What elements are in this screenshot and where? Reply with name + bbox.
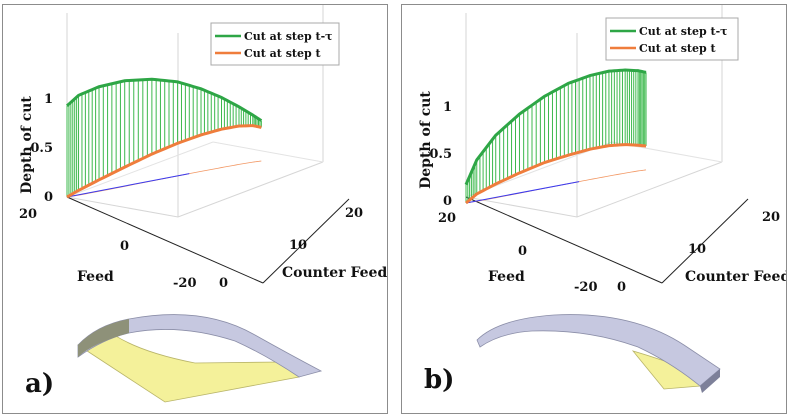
chart-a: 1 0.5 0 Depth of cut 20 0 -20 Feed 0 10 …	[19, 5, 387, 403]
x-tick-labels: 20 0 -20	[19, 207, 197, 291]
series-line-previous-cut	[65, 77, 263, 122]
legend-entry-previous: Cut at step t-τ	[244, 30, 333, 43]
y-tick-label: 10	[289, 238, 307, 253]
x-axis-label: Feed	[77, 269, 114, 285]
panel-a: 1 0.5 0 Depth of cut 20 0 -20 Feed 0 10 …	[2, 4, 388, 414]
y-axis-label: Counter Feed	[282, 265, 387, 281]
z-tick-labels: 1 0.5 0	[30, 92, 53, 205]
panel-b: 1 0.5 0 Depth of cut 20 0 -20 Feed 0 10 …	[401, 4, 787, 414]
y-tick-label: 20	[345, 206, 363, 221]
chip-illustration	[476, 314, 721, 393]
chart-b: 1 0.5 0 Depth of cut 20 0 -20 Feed 0 10 …	[418, 5, 787, 395]
y-tick-labels: 0 10 20	[219, 206, 363, 291]
y-tick-label: 0	[617, 280, 626, 295]
panel-label: b)	[424, 365, 454, 395]
tool-path-line	[66, 173, 190, 198]
legend-box	[210, 22, 340, 66]
legend-box	[605, 17, 739, 61]
y-tick-label: 0	[219, 276, 228, 291]
chip-illustration	[77, 314, 323, 403]
y-tick-label: 10	[688, 242, 706, 257]
x-tick-label: -20	[173, 276, 197, 291]
z-tick-label: 0.5	[429, 147, 452, 162]
chip-end-face	[78, 319, 129, 357]
marks-b	[464, 68, 647, 205]
series-line-current-cut	[66, 124, 262, 199]
legend: Cut at step t-τ Cut at step t	[210, 22, 340, 66]
x-tick-label: 0	[518, 244, 527, 259]
series-line-previous-cut	[464, 68, 647, 186]
z-tick-label: 1	[443, 100, 452, 115]
tool-path-line	[465, 181, 580, 204]
x-tick-label: -20	[574, 280, 598, 295]
z-tick-label: 0	[443, 194, 452, 209]
y-tick-labels: 0 10 20	[617, 210, 780, 295]
x-tick-label: 0	[120, 239, 129, 254]
legend-entry-current: Cut at step t	[639, 42, 716, 55]
panel-label: a)	[25, 369, 54, 399]
z-axis-label: Depth of cut	[418, 91, 434, 189]
x-tick-label: 20	[19, 207, 37, 222]
z-tick-label: 0.5	[30, 141, 53, 156]
y-axis-label: Counter Feed	[685, 269, 787, 285]
chip-top-surface	[77, 314, 323, 378]
y-tick-label: 20	[762, 210, 780, 225]
x-axis-label: Feed	[488, 269, 525, 285]
z-tick-label: 1	[44, 92, 53, 107]
marks-a	[65, 77, 263, 199]
z-tick-label: 0	[44, 190, 53, 205]
legend-entry-previous: Cut at step t-τ	[639, 25, 728, 38]
legend-entry-current: Cut at step t	[244, 47, 321, 60]
x-tick-labels: 20 0 -20	[438, 211, 598, 295]
chip-end-face	[700, 369, 720, 393]
x-tick-label: 20	[438, 211, 456, 226]
chip-cut-face	[77, 328, 300, 403]
series-line-current-cut	[465, 143, 647, 205]
legend: Cut at step t-τ Cut at step t	[605, 17, 739, 61]
z-tick-labels: 1 0.5 0	[429, 100, 452, 209]
z-axis-label: Depth of cut	[19, 96, 35, 194]
